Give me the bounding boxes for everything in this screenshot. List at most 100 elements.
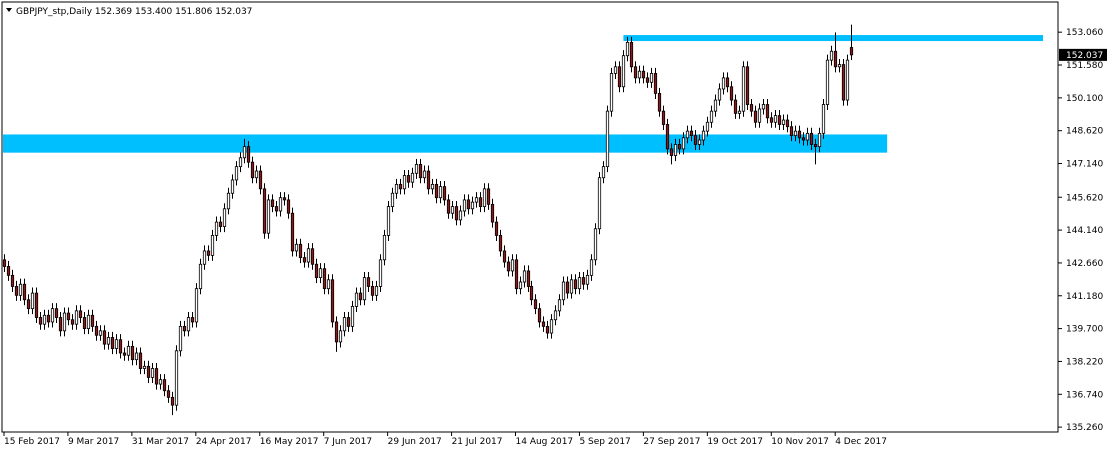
- candle-body: [118, 339, 123, 354]
- price-tag-label: 152.037: [1066, 51, 1103, 61]
- menu-arrow[interactable]: [6, 8, 12, 12]
- candle-body: [242, 146, 247, 159]
- candle-body: [46, 314, 51, 323]
- candle-body: [557, 299, 562, 312]
- candle-body: [637, 70, 642, 79]
- candle-body: [713, 99, 718, 112]
- candle-body: [661, 110, 666, 125]
- candle-body: [226, 192, 231, 210]
- candle-body: [773, 115, 778, 123]
- candle-body: [262, 188, 267, 234]
- candle-body: [2, 259, 7, 267]
- candle-body: [577, 277, 582, 290]
- candle-body: [70, 319, 75, 325]
- candle-body: [230, 179, 235, 194]
- candle-body: [545, 325, 550, 334]
- candle-body: [254, 170, 259, 179]
- candle-body: [398, 183, 403, 190]
- candle-body: [478, 197, 483, 207]
- candle-body: [102, 330, 107, 345]
- x-tick-label: 31 Mar 2017: [132, 437, 189, 447]
- candle-body: [593, 228, 598, 261]
- candle-body: [130, 345, 135, 361]
- candle-body: [382, 235, 387, 261]
- candle-body: [278, 197, 283, 212]
- candle-body: [174, 350, 179, 406]
- candle-body: [721, 77, 726, 90]
- candle-body: [306, 248, 311, 263]
- price-tag: [1059, 48, 1107, 61]
- candle-body: [282, 197, 287, 201]
- candle-body: [725, 77, 730, 88]
- x-tick-label: 19 Oct 2017: [707, 437, 763, 447]
- candle-body: [158, 379, 163, 385]
- candle-body: [841, 64, 846, 101]
- candle-body: [114, 339, 119, 349]
- candle-body: [154, 368, 159, 385]
- candle-body: [190, 317, 195, 323]
- candle-body: [334, 321, 339, 343]
- x-tick-label: 5 Sep 2017: [579, 437, 630, 447]
- candle-body: [458, 210, 463, 221]
- y-tick-label: 138.220: [1066, 357, 1103, 367]
- candle-body: [350, 306, 355, 327]
- candle-body: [218, 221, 223, 227]
- candle-body: [18, 283, 23, 296]
- candle-body: [849, 47, 854, 56]
- candle-body: [134, 352, 139, 361]
- y-tick-label: 145.620: [1066, 193, 1103, 203]
- candle-body: [837, 64, 842, 68]
- candle-body: [549, 319, 554, 334]
- candle-body: [817, 132, 822, 148]
- candle-body: [601, 166, 606, 179]
- candle-body: [553, 310, 558, 321]
- candle-body: [30, 292, 35, 310]
- candle-body: [346, 317, 351, 327]
- candle-body: [613, 66, 618, 74]
- x-tick-label: 21 Jul 2017: [452, 437, 503, 447]
- candle-body: [14, 286, 19, 296]
- candle-body: [462, 199, 467, 212]
- candle-body: [597, 177, 602, 230]
- candle-body: [362, 277, 367, 301]
- candle-body: [258, 170, 263, 190]
- candle-body: [186, 317, 191, 332]
- candle-body: [753, 110, 758, 123]
- y-tick-label: 147.140: [1066, 160, 1103, 170]
- candle-body: [326, 279, 331, 290]
- candle-body: [390, 192, 395, 207]
- candle-body: [781, 119, 786, 125]
- symbol: GBPJPY_stp,Daily: [16, 7, 93, 17]
- candle-body: [581, 277, 586, 285]
- candle-body: [198, 263, 203, 290]
- candle-body: [214, 221, 219, 236]
- x-tick-label: 9 Mar 2017: [68, 437, 119, 447]
- candle-body: [374, 286, 379, 296]
- candle-body: [302, 257, 307, 263]
- candle-body: [561, 281, 566, 301]
- candle-body: [693, 135, 698, 145]
- candle-body: [34, 292, 39, 318]
- candle-body: [246, 146, 251, 163]
- candle-body: [410, 172, 415, 183]
- candle-body: [270, 199, 275, 207]
- y-tick-label: 151.580: [1066, 61, 1103, 71]
- candle-body: [494, 221, 499, 236]
- candle-body: [446, 199, 451, 214]
- open-value: 152.369: [95, 7, 132, 17]
- candle-body: [625, 41, 630, 57]
- candle-body: [74, 310, 79, 325]
- candle-body: [438, 186, 443, 199]
- candle-body: [685, 130, 690, 139]
- candle-body: [110, 337, 115, 349]
- candle-body: [669, 148, 674, 156]
- candle-body: [194, 288, 199, 323]
- candle-body: [641, 70, 646, 79]
- candle-body: [6, 266, 11, 276]
- candle-body: [777, 115, 782, 125]
- candle-body: [705, 121, 710, 132]
- candle-body: [434, 183, 439, 199]
- candle-body: [749, 104, 754, 112]
- candle-body: [178, 325, 183, 352]
